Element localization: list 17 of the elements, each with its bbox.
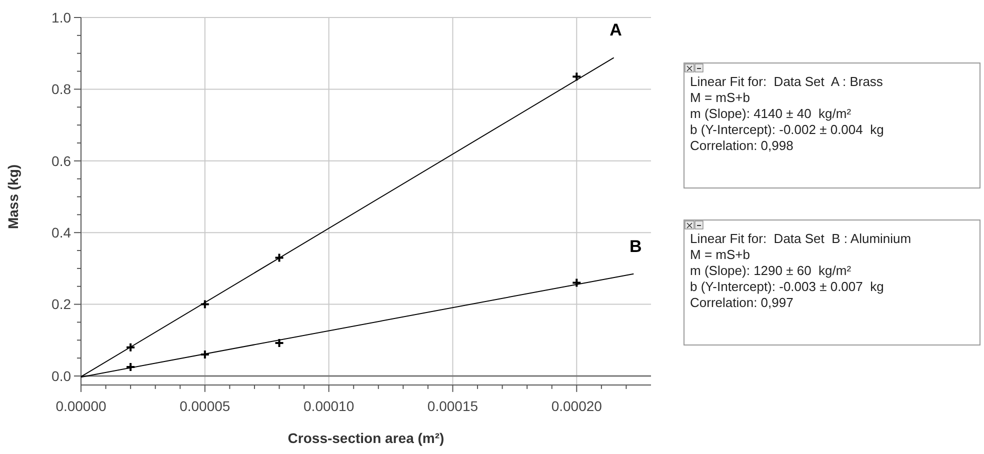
- y-axis-title: Mass (kg): [5, 164, 21, 230]
- y-tick-label: 0.2: [52, 296, 72, 312]
- text: Linear Fit for: Data Set A : Brass M = mS+b m (Slope): 4140 ± 40 kg/m² b (Y-Intercept): -0.002 ± 0.004 kg Correlation: 0,998: [690, 74, 884, 153]
- x-tick-label: 0.00000: [56, 398, 107, 414]
- x-tick-label: 0.00015: [427, 398, 478, 414]
- x-tick-label: 0.00010: [304, 398, 354, 414]
- y-tick-label: 0.0: [52, 368, 72, 384]
- y-tick-label: 1.0: [52, 9, 72, 26]
- y-tick-label: 0.6: [52, 152, 72, 169]
- series-label: B: [630, 236, 642, 256]
- x-tick-label: 0.00020: [551, 398, 602, 414]
- series-label: A: [610, 20, 622, 40]
- x-tick-label: 0.00005: [180, 398, 230, 414]
- y-tick-label: 0.8: [52, 81, 72, 98]
- text: Linear Fit for: Data Set B : Aluminium M = mS+b m (Slope): 1290 ± 60 kg/m² b (Y-Intercept): -0.003 ± 0.007 kg Correlation: 0,997: [690, 231, 912, 310]
- y-tick-label: 0.4: [52, 224, 72, 240]
- x-axis-title: Cross-section area (m²): [288, 430, 444, 446]
